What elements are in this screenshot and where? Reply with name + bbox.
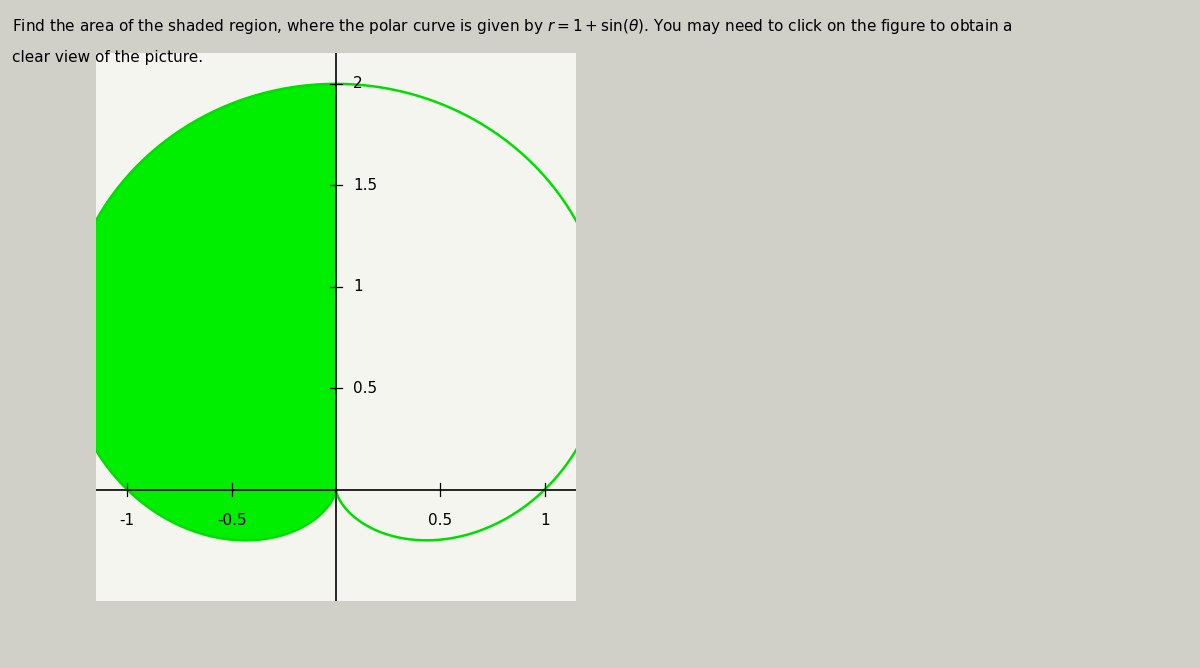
Text: Find the area of the shaded region, where the polar curve is given by $r = 1 + \: Find the area of the shaded region, wher… — [12, 17, 1013, 35]
Polygon shape — [65, 84, 336, 540]
Text: 1: 1 — [540, 512, 550, 528]
Text: 1.5: 1.5 — [353, 178, 378, 193]
Text: -1: -1 — [120, 512, 134, 528]
Text: clear view of the picture.: clear view of the picture. — [12, 50, 203, 65]
Text: 0.5: 0.5 — [353, 381, 378, 395]
Text: 1: 1 — [353, 279, 362, 294]
Text: -0.5: -0.5 — [217, 512, 246, 528]
Text: 2: 2 — [353, 76, 362, 92]
Text: 0.5: 0.5 — [428, 512, 452, 528]
